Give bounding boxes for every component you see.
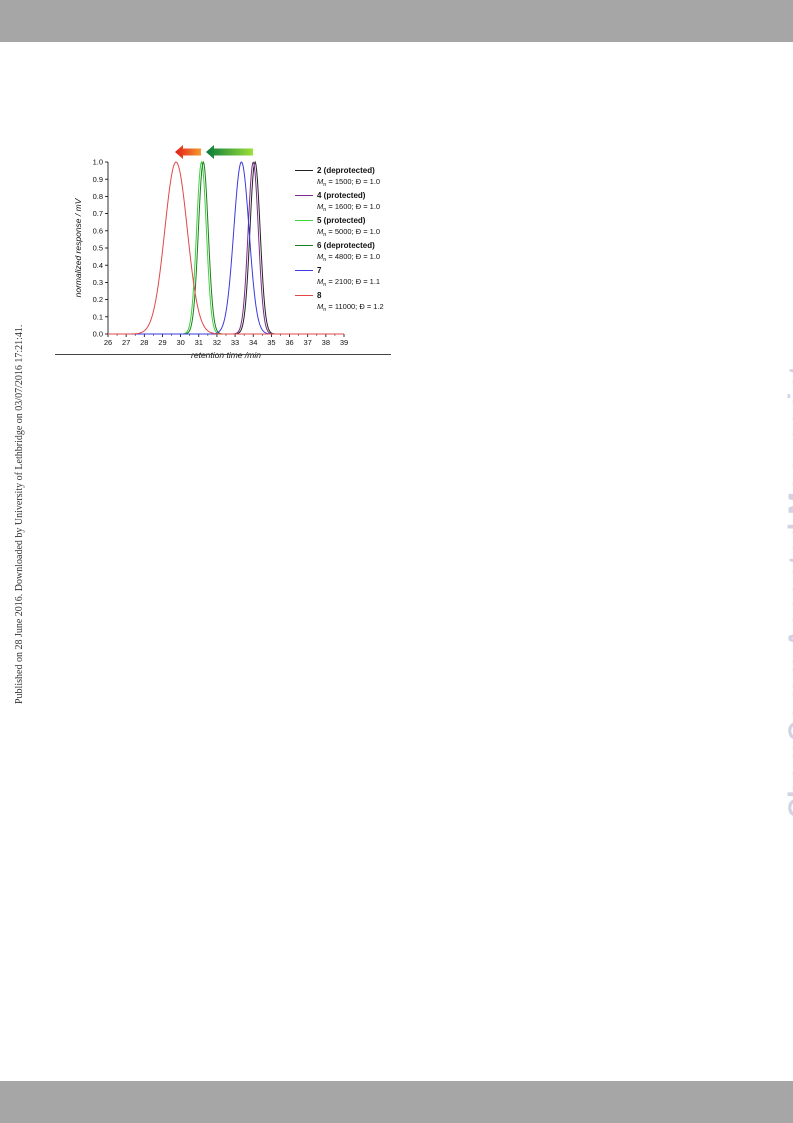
watermark: ChemComm Accepted Manuscript (783, 365, 793, 818)
legend-entry-name: 5 (protected) (317, 216, 366, 225)
series-line-6 (108, 161, 344, 335)
figure-divider (55, 354, 391, 355)
y-tick-label: 0.0 (93, 330, 103, 339)
y-tick-label: 0.3 (93, 278, 103, 287)
x-tick-label: 31 (195, 338, 203, 347)
x-tick-label: 33 (231, 338, 239, 347)
y-tick-label: 0.6 (93, 226, 103, 235)
y-tick-label: 0.2 (93, 295, 103, 304)
legend-entry-name: 2 (deprotected) (317, 166, 375, 175)
shift-arrow-green (206, 145, 253, 159)
series-line-4 (108, 160, 344, 335)
x-tick-label: 39 (340, 338, 348, 347)
legend-entry-detail: Mn = 2100; Đ = 1.1 (317, 277, 380, 288)
x-tick-label: 34 (249, 338, 257, 347)
x-tick-label: 29 (158, 338, 166, 347)
gpc-chart: 0.0 0.1 0.2 0.3 0.4 0.5 0.6 0.7 0.8 0.9 1.0 26 27 28 2… (73, 145, 384, 360)
series-line-1 (108, 160, 344, 335)
series-line-5 (108, 161, 344, 335)
series-line-3 (108, 160, 344, 335)
y-tick-label: 0.8 (93, 192, 103, 201)
y-tick-label: 0.9 (93, 175, 103, 184)
gpc-figure: 0.0 0.1 0.2 0.3 0.4 0.5 0.6 0.7 0.8 0.9 1.0 26 27 28 2… (55, 143, 395, 368)
x-tick-label: 27 (122, 338, 130, 347)
publication-note: Published on 28 June 2016. Downloaded by… (14, 324, 25, 704)
x-tick-label: 35 (267, 338, 275, 347)
legend-entry-detail: Mn = 11000; Đ = 1.2 (317, 302, 384, 313)
x-axis-label: retention time /min (191, 350, 261, 360)
shift-arrow-red (175, 145, 201, 159)
legend-entry-detail: Mn = 1500; Đ = 1.0 (317, 177, 380, 188)
y-tick-label: 0.5 (93, 244, 103, 253)
legend-entry-name: 6 (deprotected) (317, 241, 375, 250)
legend-entry-name: 4 (protected) (317, 191, 366, 200)
y-tick-label: 0.4 (93, 261, 103, 270)
x-tick-label: 37 (304, 338, 312, 347)
x-tick-label: 38 (322, 338, 330, 347)
header-bar (0, 0, 793, 42)
legend-entry-detail: Mn = 1600; Đ = 1.0 (317, 202, 380, 213)
legend-entry-detail: Mn = 5000; Đ = 1.0 (317, 227, 380, 238)
y-tick-label: 1.0 (93, 158, 103, 167)
footer-bar (0, 1081, 793, 1123)
legend-entry-detail: Mn = 4800; Đ = 1.0 (317, 252, 380, 263)
y-tick-label: 0.1 (93, 312, 103, 321)
x-tick-label: 36 (285, 338, 293, 347)
x-tick-label: 32 (213, 338, 221, 347)
x-tick-label: 30 (176, 338, 184, 347)
y-axis-label: normalized response / mV (73, 197, 83, 297)
y-tick-label: 0.7 (93, 209, 103, 218)
legend-entry-name: 8 (317, 291, 322, 300)
legend-entry-name: 7 (317, 266, 322, 275)
x-tick-label: 26 (104, 338, 112, 347)
series-line-2 (108, 161, 344, 335)
x-tick-label: 28 (140, 338, 148, 347)
